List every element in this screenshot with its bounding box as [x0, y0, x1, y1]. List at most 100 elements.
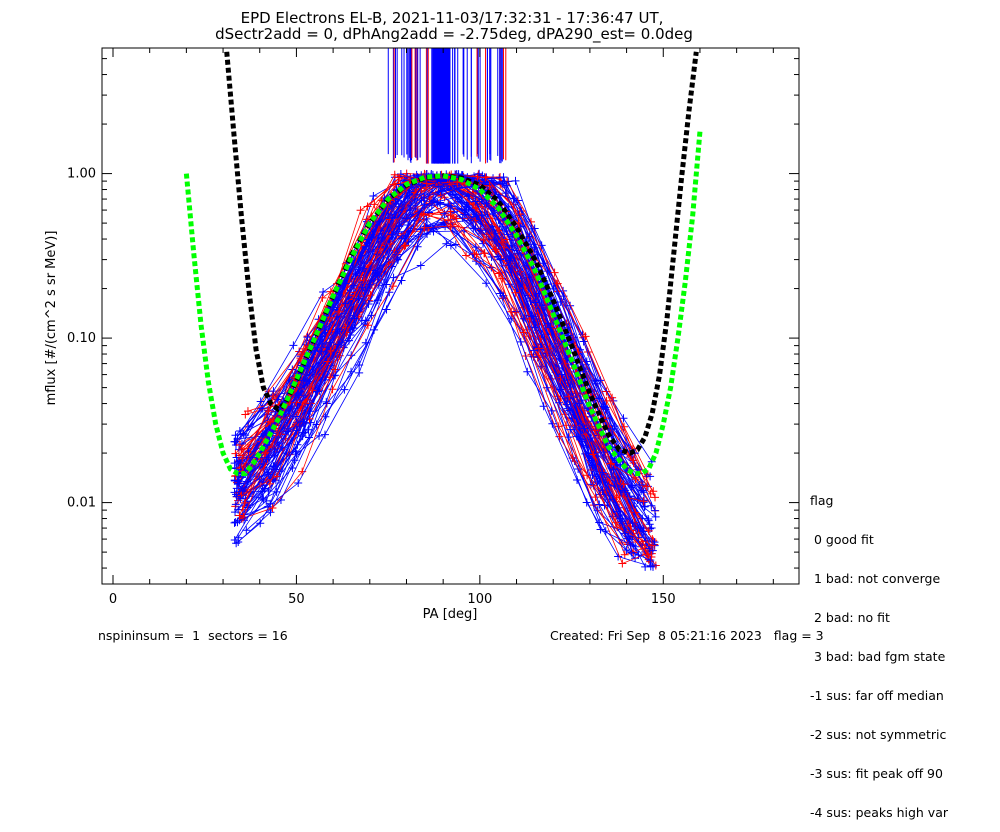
measurement-point: [639, 497, 648, 506]
measurement-point: [416, 261, 425, 270]
measurement-point: [451, 240, 460, 249]
measurement-point: [496, 255, 505, 264]
measurement-point: [621, 529, 630, 538]
measurement-point: [539, 402, 548, 411]
measurement-point: [293, 440, 302, 449]
measurement-point: [562, 400, 571, 409]
measurement-point: [537, 241, 546, 250]
measurement-point: [476, 259, 485, 268]
measurement-point: [370, 200, 379, 209]
measurement-point: [294, 391, 303, 400]
measurement-point: [566, 425, 575, 434]
legend-line: -1 sus: far off median: [810, 688, 944, 703]
measurement-point: [615, 491, 624, 500]
measurement-point: [289, 341, 298, 350]
measurement-point: [231, 500, 240, 509]
measurement-point: [266, 499, 275, 508]
measurement-point: [387, 230, 396, 239]
measurement-point: [566, 301, 575, 310]
measurement-point: [308, 386, 317, 395]
x-tick-label: 150: [651, 592, 676, 607]
measurement-point: [586, 434, 595, 443]
measurement-point: [650, 506, 659, 515]
chart-title: EPD Electrons EL-B, 2021-11-03/17:32:31 …: [241, 9, 664, 27]
measurement-point: [555, 398, 564, 407]
measurement-point: [375, 217, 384, 226]
measurement-point: [526, 297, 535, 306]
measurement-trace: [244, 183, 649, 555]
measurement-point: [519, 328, 528, 337]
measurement-point: [646, 556, 655, 565]
measurement-point: [573, 476, 582, 485]
x-axis-label: PA [deg]: [423, 607, 478, 622]
measurement-point: [266, 508, 275, 517]
measurement-point: [340, 279, 349, 288]
measurement-point: [591, 376, 600, 385]
measurement-point: [334, 340, 343, 349]
measurement-point: [509, 194, 518, 203]
measurement-point: [595, 500, 604, 509]
measurement-point: [394, 202, 403, 211]
measurement-point: [516, 337, 525, 346]
fit-curve: [183, 131, 703, 477]
measurement-point: [261, 426, 270, 435]
measurement-point: [550, 268, 559, 277]
measurement-point: [406, 201, 415, 210]
measurement-point: [232, 453, 241, 462]
measurement-point: [462, 251, 471, 260]
measurement-point: [243, 407, 252, 416]
measurement-point: [596, 525, 605, 534]
measurement-point: [620, 550, 629, 559]
measurement-point: [543, 319, 552, 328]
measurement-point: [320, 430, 329, 439]
measurement-point: [444, 201, 453, 210]
measurement-point: [485, 182, 494, 191]
measurement-point: [262, 455, 271, 464]
measurement-point: [303, 333, 312, 342]
measurement-point: [494, 269, 503, 278]
measurement-trace: [240, 180, 636, 513]
measurement-point: [555, 432, 564, 441]
measurement-trace: [248, 201, 654, 566]
measurement-point: [405, 191, 414, 200]
measurement-point: [481, 180, 490, 189]
measurement-point: [232, 539, 241, 548]
measurement-point: [453, 177, 462, 186]
footer-spin-info: nspininsum = 1 sectors = 16: [98, 628, 288, 643]
measurement-point: [646, 472, 655, 481]
y-tick-label: 1.00: [67, 167, 96, 182]
measurement-point: [356, 206, 365, 215]
measurement-point: [326, 346, 335, 355]
measurement-point: [471, 243, 480, 252]
measurement-point: [320, 325, 329, 334]
measurement-point: [354, 294, 363, 303]
measurement-point: [264, 407, 273, 416]
measurement-point: [588, 471, 597, 480]
measurement-point: [268, 503, 277, 512]
measurement-point: [639, 488, 648, 497]
x-tick-label: 0: [109, 592, 117, 607]
measurement-point: [256, 519, 265, 528]
measurement-point: [422, 214, 431, 223]
measurement-point: [419, 210, 428, 219]
measurement-point: [299, 417, 308, 426]
measurement-point: [275, 467, 284, 476]
measurement-point: [642, 482, 651, 491]
measurement-point: [313, 387, 322, 396]
measurement-point: [461, 210, 470, 219]
measurement-point: [651, 493, 660, 502]
measurement-point: [482, 279, 491, 288]
measurement-point: [471, 197, 480, 206]
measurement-point: [498, 238, 507, 247]
x-tick-label: 100: [467, 592, 492, 607]
measurement-point: [361, 316, 370, 325]
measurement-point: [373, 271, 382, 280]
measurement-point: [564, 433, 573, 442]
measurement-point: [266, 417, 275, 426]
measurement-point: [242, 497, 251, 506]
measurement-point: [382, 305, 391, 314]
measurement-point: [236, 430, 245, 439]
fit-curve: [224, 51, 699, 456]
measurement-point: [608, 424, 617, 433]
measurement-point: [344, 336, 353, 345]
